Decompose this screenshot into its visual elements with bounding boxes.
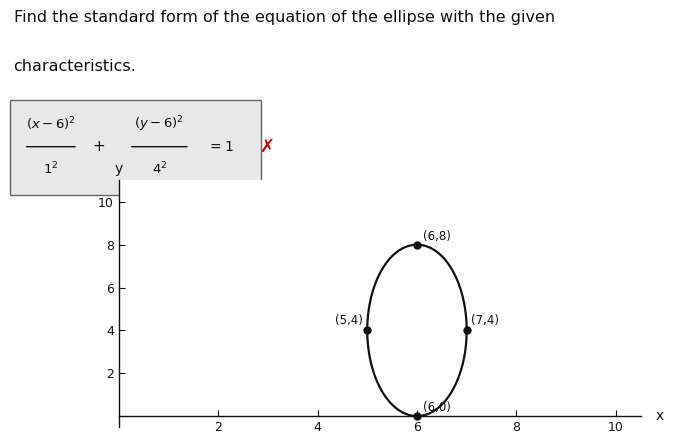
Text: $+$: $+$	[92, 139, 105, 154]
Text: y: y	[115, 162, 123, 176]
Text: $1^2$: $1^2$	[43, 161, 58, 177]
Text: (5,4): (5,4)	[336, 314, 363, 327]
Text: (6,0): (6,0)	[423, 401, 451, 414]
FancyBboxPatch shape	[10, 100, 261, 195]
Text: characteristics.: characteristics.	[14, 59, 136, 73]
Text: Find the standard form of the equation of the ellipse with the given: Find the standard form of the equation o…	[14, 10, 555, 25]
Text: $(x-6)^2$: $(x-6)^2$	[26, 116, 76, 133]
Text: (6,8): (6,8)	[423, 230, 451, 243]
Text: $4^2$: $4^2$	[152, 161, 167, 177]
Text: $= 1$: $= 1$	[207, 139, 233, 154]
Text: $(y-6)^2$: $(y-6)^2$	[134, 115, 184, 134]
Text: ✗: ✗	[260, 138, 275, 156]
Text: x: x	[656, 409, 664, 423]
Text: (7,4): (7,4)	[471, 314, 498, 327]
